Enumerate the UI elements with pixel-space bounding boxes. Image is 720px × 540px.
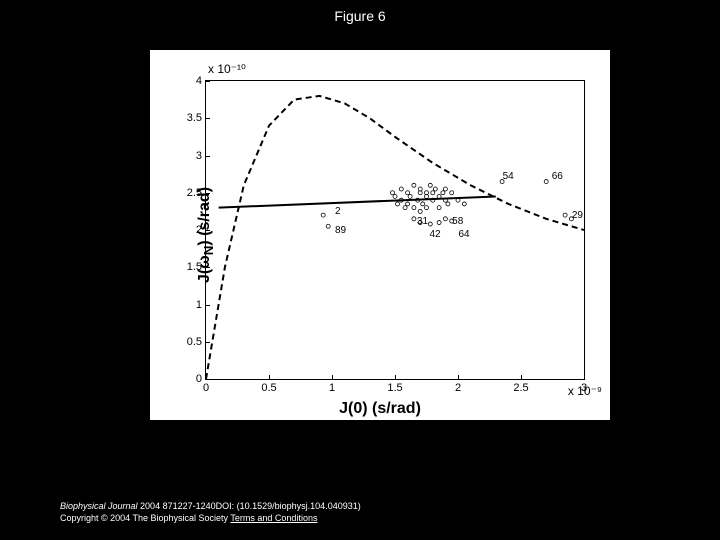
ytick-label: 4 [196,75,202,87]
xtick-label: 2 [455,382,461,394]
terms-link[interactable]: Terms and Conditions [230,513,317,523]
plot-area: 00.511.522.533.5400.511.522.532893142586… [205,80,585,380]
ytick-label: 1 [196,299,202,311]
point-label: 42 [430,229,441,240]
copyright-text: Copyright © 2004 The Biophysical Society [60,513,230,523]
ytick-label: 0 [196,373,202,385]
xtick-label: 0 [203,382,209,394]
point-label: 54 [503,171,514,182]
ytick-label: 2 [196,224,202,236]
citation-text: 2004 871227-1240DOI: (10.1529/biophysj.1… [138,501,361,511]
figure-title: Figure 6 [0,0,720,24]
point-label: 31 [417,216,428,227]
ytick-label: 3 [196,150,202,162]
xtick-label: 1.5 [387,382,402,394]
xtick-label: 3 [581,382,587,394]
xtick-label: 1 [329,382,335,394]
point-label: 2 [335,206,341,217]
y-exponent: x 10⁻¹⁰ [208,62,246,76]
ytick-label: 0.5 [187,336,202,348]
ytick-label: 3.5 [187,112,202,124]
ytick-label: 1.5 [187,261,202,273]
xtick-label: 0.5 [261,382,276,394]
point-label: 58 [452,216,463,227]
x-axis-label: J(0) (s/rad) [339,400,421,418]
xtick-label: 2.5 [513,382,528,394]
point-label: 66 [552,171,563,182]
point-label: 64 [458,229,469,240]
ytick-label: 2.5 [187,187,202,199]
chart-panel: x 10⁻¹⁰ x 10⁻⁹ J(ωN) (s/rad) J(0) (s/rad… [150,50,610,420]
point-label: 29 [572,210,583,221]
citation-footer: Biophysical Journal 2004 871227-1240DOI:… [60,500,361,525]
journal-name: Biophysical Journal [60,501,138,511]
point-label: 89 [335,225,346,236]
